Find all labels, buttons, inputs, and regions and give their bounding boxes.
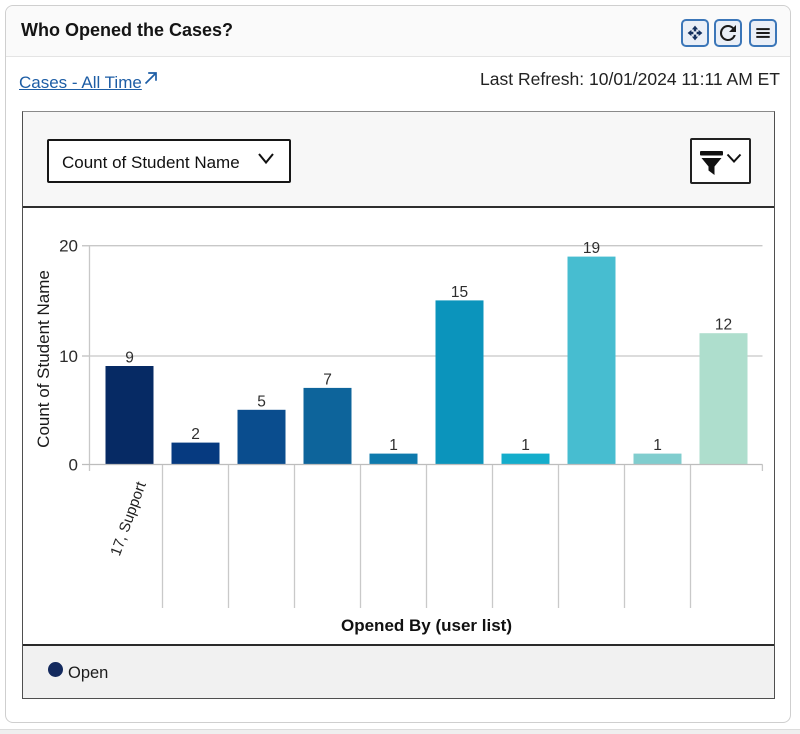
svg-text:2: 2 (191, 426, 200, 443)
svg-text:9: 9 (125, 350, 134, 367)
svg-text:1: 1 (653, 437, 662, 454)
svg-text:1: 1 (389, 437, 398, 454)
svg-text:20: 20 (59, 236, 78, 255)
svg-text:Opened By (user list): Opened By (user list) (341, 616, 512, 635)
svg-text:5: 5 (257, 393, 266, 410)
svg-text:15: 15 (451, 284, 468, 301)
svg-text:12: 12 (715, 317, 732, 334)
svg-text:7: 7 (323, 371, 332, 388)
svg-text:10: 10 (59, 347, 78, 366)
svg-text:19: 19 (583, 240, 600, 257)
svg-text:1: 1 (521, 437, 530, 454)
svg-text:Count of Student Name: Count of Student Name (34, 270, 53, 448)
svg-text:17, Support: 17, Support (107, 479, 150, 558)
svg-text:0: 0 (69, 455, 78, 474)
